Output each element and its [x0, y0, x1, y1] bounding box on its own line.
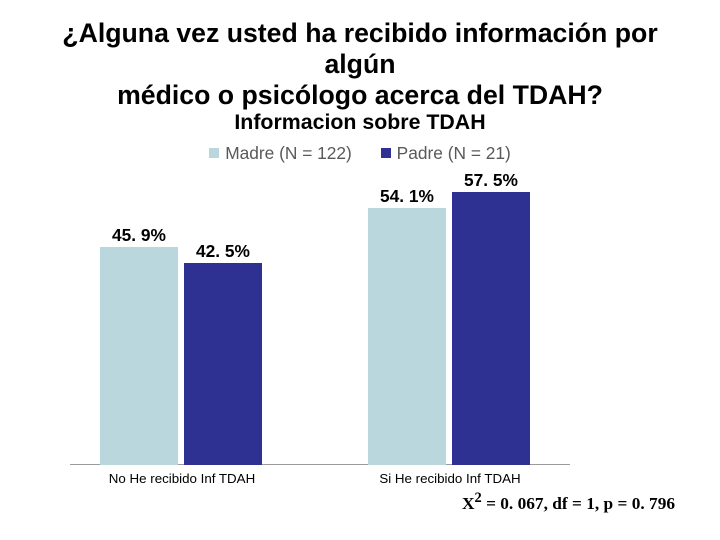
legend-item-padre: Padre (N = 21): [381, 143, 511, 164]
category-label-no: No He recibido Inf TDAH: [100, 471, 264, 486]
footnote-prefix: X: [462, 494, 475, 513]
footnote-sup: 2: [475, 490, 482, 506]
bar-label-no-madre: 45. 9%: [100, 225, 178, 246]
bar-si-padre: 57. 5%: [452, 192, 530, 465]
page-title: ¿Alguna vez usted ha recibido informació…: [50, 18, 670, 111]
bar-group-no: 45. 9% 42. 5%: [100, 180, 264, 465]
bar-chart: 45. 9% 42. 5% 54. 1% 57. 5% No He recibi…: [70, 180, 570, 465]
bar-label-si-padre: 57. 5%: [452, 170, 530, 191]
category-label-si: Si He recibido Inf TDAH: [368, 471, 532, 486]
legend-swatch-padre: [381, 148, 391, 158]
title-line-2: médico o psicólogo acerca del TDAH?: [50, 80, 670, 111]
bar-group-si: 54. 1% 57. 5%: [368, 180, 532, 465]
legend-swatch-madre: [209, 148, 219, 158]
footnote-suffix: = 0. 067, df = 1, p = 0. 796: [482, 494, 675, 513]
legend-label-padre: Padre (N = 21): [397, 143, 511, 164]
legend-label-madre: Madre (N = 122): [225, 143, 352, 164]
chart-subtitle: Informacion sobre TDAH: [0, 110, 720, 135]
chi-square-footnote: X2 = 0. 067, df = 1, p = 0. 796: [462, 490, 675, 514]
bar-label-si-madre: 54. 1%: [368, 186, 446, 207]
bar-si-madre: 54. 1%: [368, 208, 446, 465]
legend-item-madre: Madre (N = 122): [209, 143, 352, 164]
chart-legend: Madre (N = 122) Padre (N = 21): [0, 142, 720, 164]
title-line-1: ¿Alguna vez usted ha recibido informació…: [50, 18, 670, 80]
bar-label-no-padre: 42. 5%: [184, 241, 262, 262]
slide: ¿Alguna vez usted ha recibido informació…: [0, 0, 720, 540]
bar-no-padre: 42. 5%: [184, 263, 262, 465]
bar-no-madre: 45. 9%: [100, 247, 178, 465]
